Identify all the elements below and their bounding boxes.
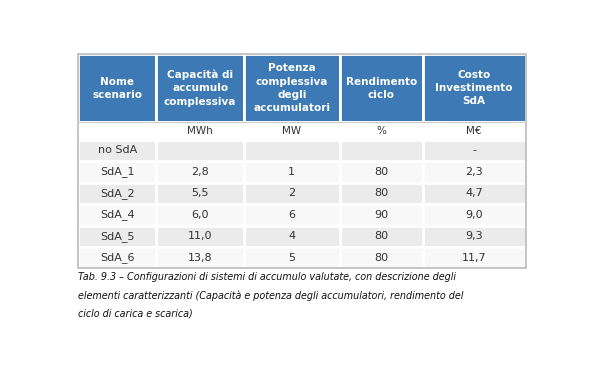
Bar	[78, 122, 157, 140]
Bar	[244, 122, 340, 140]
Text: SdA_4: SdA_4	[100, 209, 135, 220]
Text: elementi caratterizzanti (Capacità e potenza degli accumulatori, rendimento del: elementi caratterizzanti (Capacità e pot…	[78, 291, 464, 301]
Text: 5: 5	[288, 253, 295, 263]
Bar	[423, 161, 525, 183]
Text: -: -	[472, 146, 476, 156]
Text: 2,3: 2,3	[465, 167, 483, 177]
Bar	[423, 122, 525, 140]
Text: 80: 80	[374, 188, 388, 199]
Bar	[244, 161, 340, 183]
Text: 6,0: 6,0	[191, 210, 209, 220]
Text: 80: 80	[374, 231, 388, 241]
Text: SdA_2: SdA_2	[100, 188, 135, 199]
Bar	[340, 161, 423, 183]
Bar	[244, 204, 340, 226]
Bar	[78, 226, 157, 247]
Text: 9,0: 9,0	[465, 210, 483, 220]
Text: SdA_5: SdA_5	[100, 231, 134, 242]
Text: 6: 6	[288, 210, 295, 220]
Text: 13,8: 13,8	[188, 253, 213, 263]
Bar	[157, 204, 244, 226]
Bar	[78, 161, 157, 183]
Text: 80: 80	[374, 253, 388, 263]
Text: Nome
scenario: Nome scenario	[92, 77, 143, 100]
Bar	[244, 183, 340, 204]
Bar	[157, 140, 244, 161]
Bar	[340, 183, 423, 204]
Bar	[157, 122, 244, 140]
Text: Capacità di
accumulo
complessiva: Capacità di accumulo complessiva	[164, 70, 236, 106]
Text: 11,0: 11,0	[188, 231, 213, 241]
Bar	[340, 247, 423, 269]
Text: 4,7: 4,7	[465, 188, 483, 199]
Text: M€: M€	[466, 126, 482, 136]
Bar	[340, 226, 423, 247]
Bar	[340, 204, 423, 226]
Text: 2,8: 2,8	[191, 167, 209, 177]
Text: 1: 1	[288, 167, 295, 177]
Text: 80: 80	[374, 167, 388, 177]
Bar	[78, 183, 157, 204]
Text: MWh: MWh	[187, 126, 213, 136]
Bar	[157, 226, 244, 247]
Bar	[78, 54, 525, 269]
Bar	[423, 226, 525, 247]
Bar	[423, 54, 525, 122]
Bar	[423, 183, 525, 204]
Text: 4: 4	[288, 231, 295, 241]
Bar	[157, 54, 244, 122]
Text: 5,5: 5,5	[191, 188, 209, 199]
Text: MW: MW	[282, 126, 302, 136]
Text: 90: 90	[374, 210, 388, 220]
Bar	[423, 140, 525, 161]
Bar	[78, 54, 157, 122]
Bar	[78, 204, 157, 226]
Bar	[157, 161, 244, 183]
Text: Costo
Investimento
SdA: Costo Investimento SdA	[435, 70, 513, 106]
Bar	[157, 183, 244, 204]
Bar	[244, 140, 340, 161]
Bar	[244, 226, 340, 247]
Text: Tab. 9.3 – Configurazioni di sistemi di accumulo valutate, con descrizione degli: Tab. 9.3 – Configurazioni di sistemi di …	[78, 272, 456, 282]
Bar	[340, 54, 423, 122]
Text: %: %	[376, 126, 386, 136]
Bar	[157, 247, 244, 269]
Text: 9,3: 9,3	[465, 231, 483, 241]
Bar	[244, 247, 340, 269]
Bar	[244, 54, 340, 122]
Text: 2: 2	[288, 188, 295, 199]
Bar	[340, 122, 423, 140]
Bar	[423, 204, 525, 226]
Text: 11,7: 11,7	[462, 253, 487, 263]
Text: Rendimento
ciclo: Rendimento ciclo	[346, 77, 417, 100]
Bar	[423, 247, 525, 269]
Text: SdA_6: SdA_6	[100, 252, 134, 263]
Text: SdA_1: SdA_1	[100, 166, 134, 177]
Bar	[78, 140, 157, 161]
Bar	[340, 140, 423, 161]
Text: Potenza
complessiva
degli
accumulatori: Potenza complessiva degli accumulatori	[253, 63, 330, 113]
Text: ciclo di carica e scarica): ciclo di carica e scarica)	[78, 309, 193, 319]
Text: no SdA: no SdA	[98, 146, 137, 156]
Bar	[78, 247, 157, 269]
